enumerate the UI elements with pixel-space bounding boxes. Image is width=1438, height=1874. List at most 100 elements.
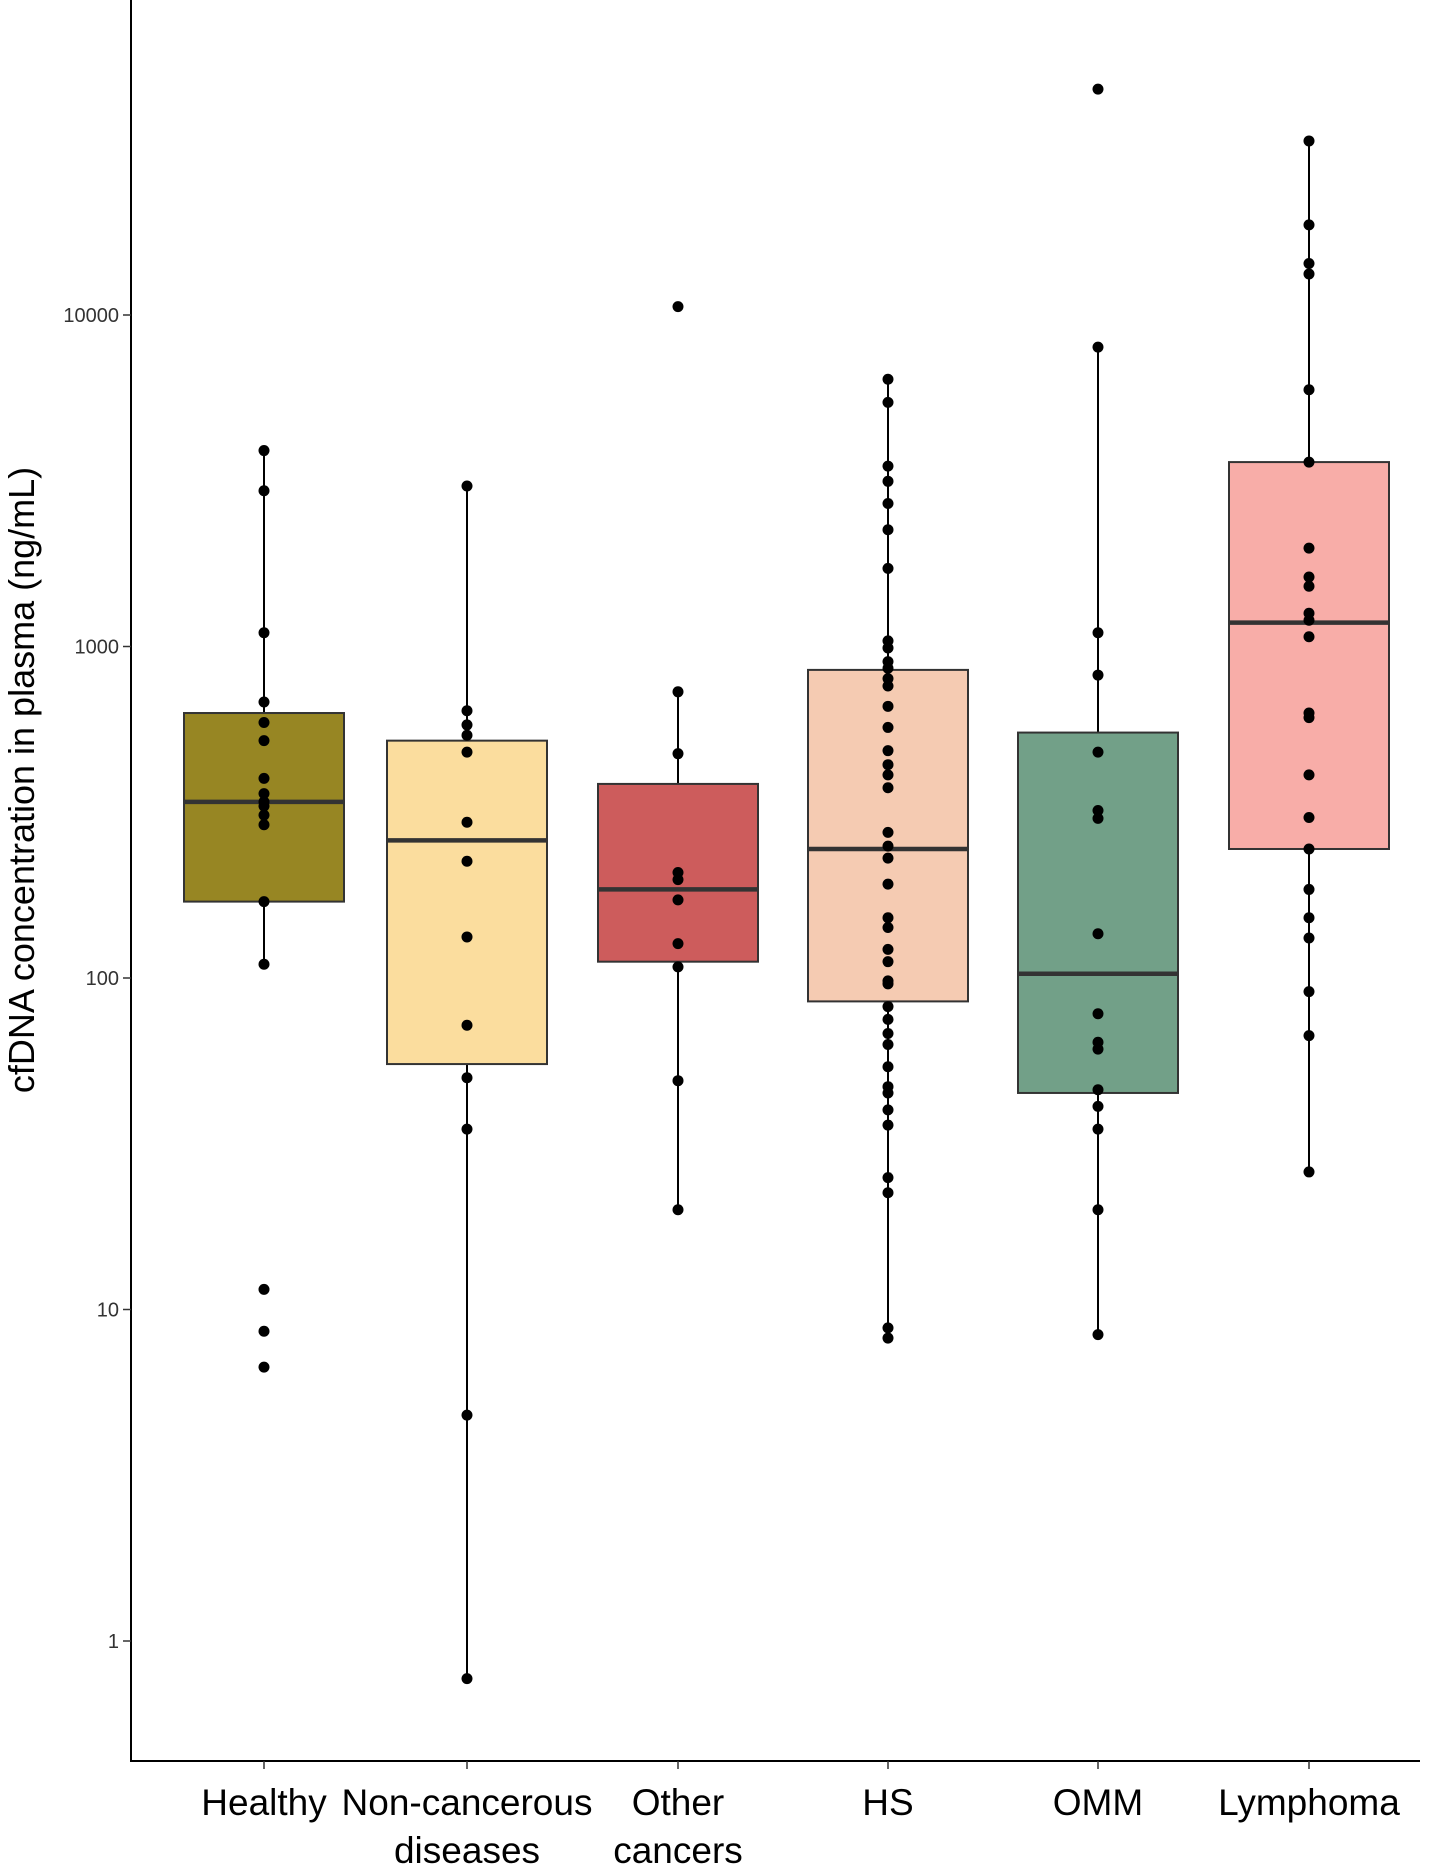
data-point	[461, 719, 473, 731]
data-point	[882, 1187, 894, 1199]
data-point	[882, 943, 894, 955]
data-point	[1303, 912, 1315, 924]
data-point	[1092, 1123, 1104, 1135]
data-point	[1303, 986, 1315, 998]
data-point	[258, 958, 270, 970]
box-iqr	[386, 739, 548, 1066]
data-point	[672, 961, 684, 973]
y-axis-label: cfDNA concentration in plasma (ng/mL)	[1, 467, 42, 1093]
data-point	[882, 373, 894, 385]
data-point	[1092, 83, 1104, 95]
data-point	[1303, 712, 1315, 724]
data-point	[1092, 746, 1104, 758]
data-point	[1303, 614, 1315, 626]
data-point	[882, 562, 894, 574]
data-point	[1092, 669, 1104, 681]
data-point	[882, 1119, 894, 1131]
data-point	[1092, 341, 1104, 353]
data-point	[882, 1028, 894, 1040]
data-point	[672, 301, 684, 313]
data-point	[1303, 384, 1315, 396]
data-point	[672, 1075, 684, 1087]
data-point	[1303, 1166, 1315, 1178]
data-point	[882, 1087, 894, 1099]
data-point	[461, 1072, 473, 1084]
y-ticks: 1 10 100 1000 10000	[63, 305, 131, 1653]
data-point	[1303, 219, 1315, 231]
data-point	[882, 769, 894, 781]
data-point	[258, 1325, 270, 1337]
x-tick-label: Lymphoma	[1218, 1782, 1400, 1823]
data-point	[1303, 769, 1315, 781]
data-point	[882, 956, 894, 968]
data-point	[1303, 1030, 1315, 1042]
y-tick-label: 1	[108, 1631, 119, 1653]
points-layer	[258, 83, 1315, 1685]
data-point	[882, 1061, 894, 1073]
data-point	[258, 485, 270, 497]
data-point	[1303, 843, 1315, 855]
data-point	[882, 721, 894, 733]
data-point	[882, 922, 894, 934]
data-point	[882, 475, 894, 487]
x-tick-label: OMM	[1053, 1782, 1143, 1823]
data-point	[882, 1039, 894, 1051]
data-point	[1303, 268, 1315, 280]
data-point	[461, 1019, 473, 1031]
data-point	[882, 912, 894, 924]
data-point	[1092, 1100, 1104, 1112]
data-point	[1092, 1084, 1104, 1096]
data-point	[882, 826, 894, 838]
data-point	[882, 840, 894, 852]
data-point	[882, 680, 894, 692]
data-point	[672, 1204, 684, 1216]
data-point	[1092, 1043, 1104, 1055]
data-point	[882, 498, 894, 510]
data-point	[882, 1013, 894, 1025]
data-point	[882, 1322, 894, 1334]
data-point	[882, 782, 894, 794]
data-point	[1092, 805, 1104, 817]
y-tick-label: 1000	[75, 637, 120, 659]
data-point	[882, 662, 894, 674]
data-point	[461, 1123, 473, 1135]
data-point	[1303, 258, 1315, 270]
data-point	[258, 896, 270, 908]
data-point	[258, 1361, 270, 1373]
data-point	[461, 855, 473, 867]
data-point	[258, 627, 270, 639]
data-point	[882, 978, 894, 990]
x-tick-label: HS	[862, 1782, 913, 1823]
data-point	[258, 1283, 270, 1295]
data-point	[672, 686, 684, 698]
data-point	[258, 772, 270, 784]
data-point	[882, 878, 894, 890]
data-point	[1303, 571, 1315, 583]
data-point	[461, 1673, 473, 1685]
data-point	[258, 809, 270, 821]
x-tick-label: Healthy	[201, 1782, 327, 1823]
data-point	[461, 1409, 473, 1421]
x-tick-label: Other cancers	[613, 1782, 743, 1871]
box-iqr	[1228, 461, 1390, 850]
data-point	[1092, 1008, 1104, 1020]
data-point	[1092, 812, 1104, 824]
data-point	[461, 746, 473, 758]
data-point	[882, 1104, 894, 1116]
data-point	[1303, 811, 1315, 823]
data-point	[1303, 580, 1315, 592]
box-iqr	[1017, 731, 1179, 1094]
data-point	[1092, 627, 1104, 639]
data-point	[258, 735, 270, 747]
data-point	[461, 480, 473, 492]
data-point	[1303, 883, 1315, 895]
data-point	[258, 716, 270, 728]
y-tick-label: 10	[97, 1300, 119, 1322]
data-point	[672, 874, 684, 886]
data-point	[882, 642, 894, 654]
data-point	[1092, 1204, 1104, 1216]
data-point	[882, 700, 894, 712]
data-point	[1303, 631, 1315, 643]
